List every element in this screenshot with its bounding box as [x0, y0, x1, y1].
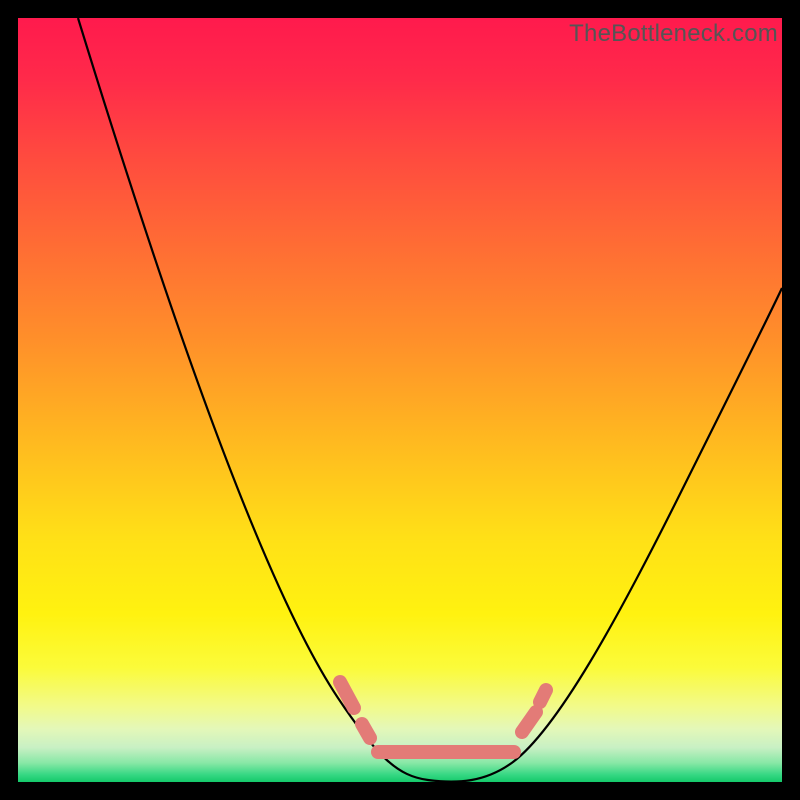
plot-area: TheBottleneck.com — [18, 18, 782, 782]
pink-segment-3 — [522, 712, 536, 732]
pink-segment-1 — [362, 724, 370, 738]
curves-layer — [18, 18, 782, 782]
pink-segment-4 — [540, 690, 546, 702]
pink-highlight-group — [340, 682, 546, 752]
chart-container: TheBottleneck.com — [0, 0, 800, 800]
watermark-text: TheBottleneck.com — [569, 20, 778, 48]
v-curve — [78, 18, 782, 782]
